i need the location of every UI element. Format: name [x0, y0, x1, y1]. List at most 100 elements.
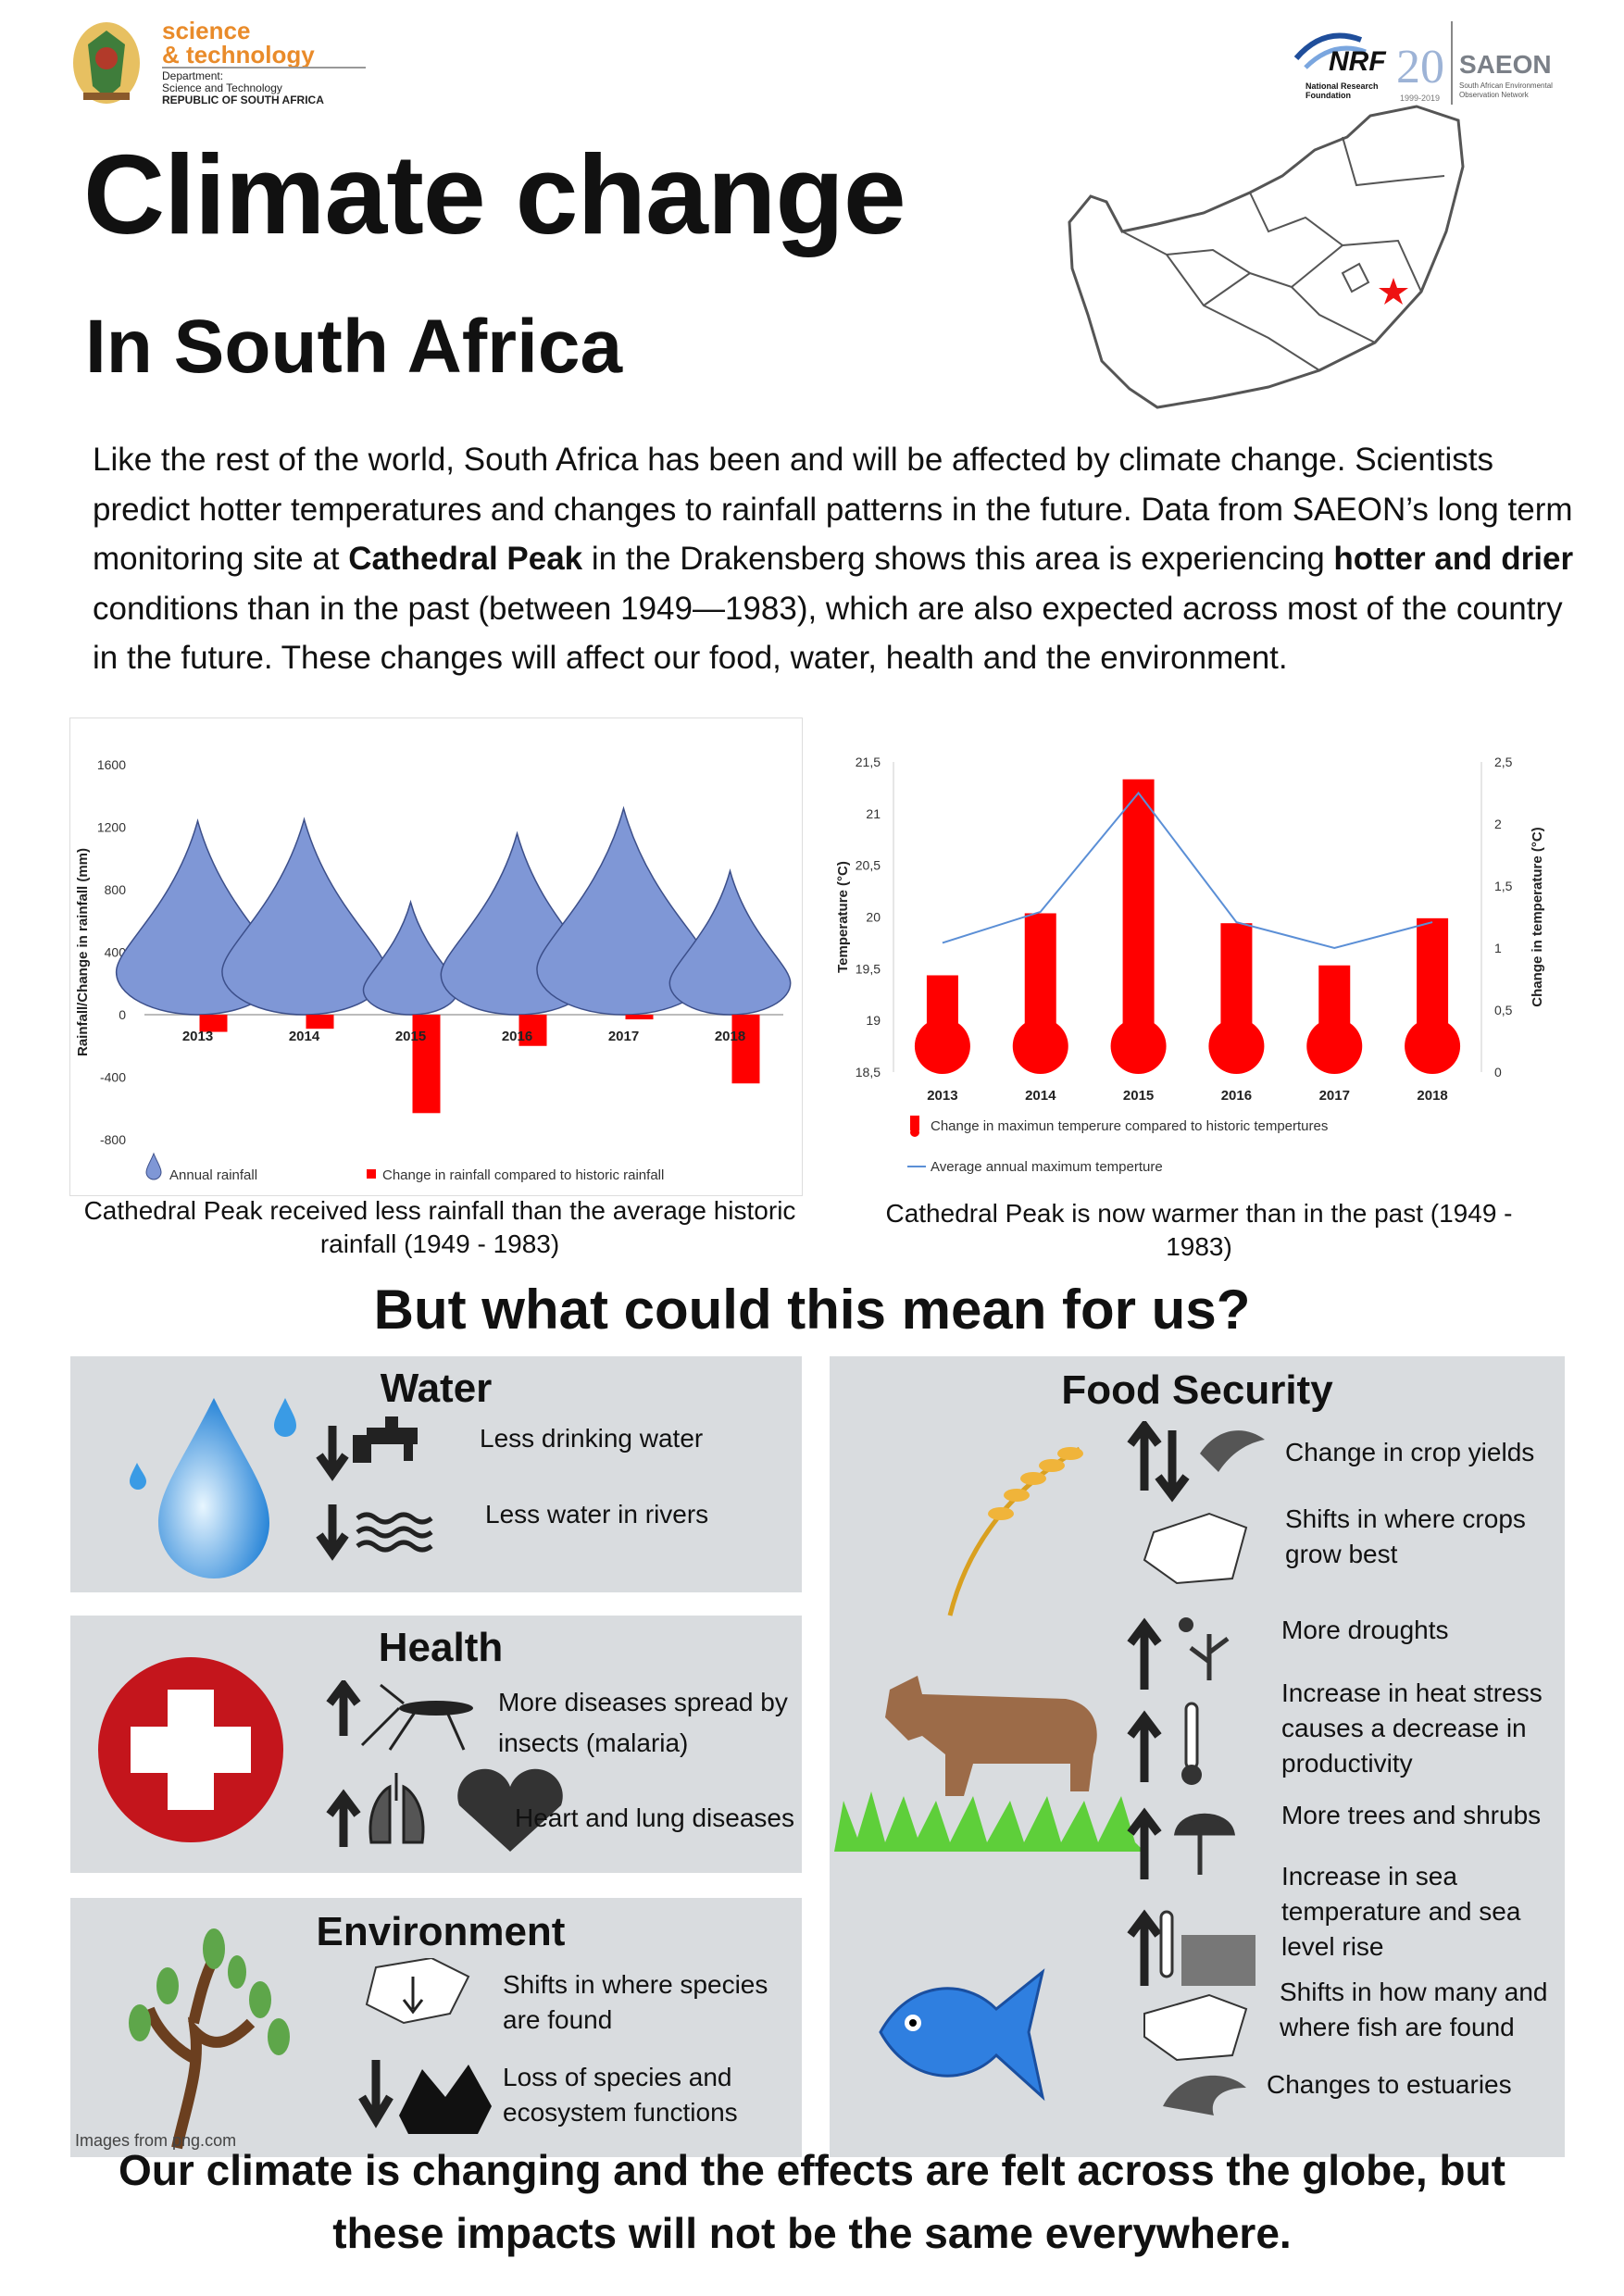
y-tick-label: 19,5: [856, 961, 881, 976]
wave-icon: [1163, 2075, 1246, 2115]
dst-dept3: REPUBLIC OF SOUTH AFRICA: [162, 94, 324, 106]
mosquito-icon: [360, 1683, 473, 1751]
intro-bold-2: hotter and drier: [1333, 541, 1574, 577]
intro-text-2: in the Drakensberg shows this area is ex…: [582, 541, 1334, 577]
environment-item-2: Loss of species and ecosystem functions: [503, 2063, 738, 2127]
rainfall-drop-bar: [221, 817, 387, 1016]
thermometer-bulb: [1405, 1018, 1461, 1074]
food-item-1: Change in crop yields: [1285, 1438, 1535, 1466]
food-item-8: Changes to estuaries: [1267, 2070, 1512, 2099]
thermometer-icon: [1184, 1702, 1199, 1770]
x-tick-label: 2014: [289, 1029, 320, 1044]
y-tick-label: 21: [866, 806, 881, 821]
coat-of-arms-icon: [73, 22, 140, 104]
y2-tick-label: 0,5: [1494, 1003, 1513, 1017]
food-item-3: More droughts: [1281, 1616, 1449, 1644]
divider: [162, 67, 366, 69]
nrf-range: 1999-2019: [1400, 94, 1441, 103]
y-tick-label: 400: [105, 945, 127, 960]
health-item-1: More diseases spread by insects (malaria…: [498, 1688, 788, 1757]
lungs-icon: [369, 1773, 425, 1844]
up-arrow-icon: [326, 1789, 361, 1847]
food-item-2: Shifts in where crops grow best: [1285, 1504, 1526, 1568]
saeon-sub: South African Environmental Observation …: [1459, 81, 1553, 99]
map-outline: [1068, 105, 1465, 409]
mini-map-icon: [365, 1958, 470, 2025]
up-arrow-icon: [1127, 1710, 1162, 1782]
y2-tick-label: 1: [1494, 941, 1502, 955]
heart-icon: [457, 1768, 563, 1852]
water-item-2: Less water in rivers: [485, 1500, 709, 1529]
crop-icon: [1200, 1430, 1265, 1472]
intro-bold-1: Cathedral Peak: [348, 541, 583, 577]
y-axis-label: Rainfall/Change in rainfall (mm): [75, 848, 91, 1056]
food-item-5: More trees and shrubs: [1281, 1801, 1542, 1829]
y-tick-label: 1600: [97, 757, 126, 772]
up-arrow-icon: [1127, 1617, 1162, 1690]
nrf-sub: National Research Foundation: [1305, 81, 1379, 100]
dead-tree-icon: [1189, 1634, 1230, 1680]
section-heading: But what could this mean for us?: [373, 1279, 1251, 1341]
environment-panel: Environment Shifts in where species are …: [70, 1898, 802, 2157]
sea-level-icon: [1181, 1935, 1255, 1986]
y-tick-label: 20,5: [856, 858, 881, 873]
thermometer-bulb: [1110, 1018, 1167, 1074]
cathedral-peak-star-icon: [1379, 278, 1408, 305]
fish-icon: [879, 1968, 1045, 2102]
legend-label: Annual rainfall: [169, 1167, 257, 1183]
province-borders: [1121, 136, 1445, 371]
y-tick-label: 0: [119, 1007, 126, 1022]
y2-tick-label: 1,5: [1494, 879, 1513, 893]
intro-text-1: Like the rest of the world, South Africa…: [93, 442, 1573, 577]
nrf-name: NRF: [1329, 46, 1386, 77]
x-tick-label: 2016: [1221, 1088, 1252, 1104]
temperature-change-bar: [1122, 779, 1155, 1046]
y-tick-label: 19: [866, 1013, 881, 1028]
x-tick-label: 2018: [715, 1029, 745, 1044]
river-waves-icon: [356, 1512, 433, 1553]
x-tick-label: 2016: [502, 1029, 532, 1044]
mini-map-icon: [1143, 1993, 1248, 2062]
up-arrow-icon: [1127, 1909, 1162, 1986]
rainfall-chart: 1600 1200 800 400 0 -400 -800 Rainfall/Change i…: [75, 757, 792, 1183]
food-security-panel: Food Security Change in crop yields Shif…: [830, 1356, 1565, 2157]
down-arrow-icon: [358, 2060, 394, 2128]
intro-text-3: conditions than in the past (between 194…: [93, 590, 1563, 677]
rainfall-caption: Cathedral Peak received less rainfall th…: [83, 1196, 796, 1258]
water-drop-icon: [130, 1398, 296, 1578]
legend-label: Average annual maximum temperture: [931, 1159, 1163, 1175]
y-tick-label: 18,5: [856, 1065, 881, 1079]
rainfall-drop-bar: [668, 867, 792, 1016]
rainfall-change-bar: [625, 1015, 654, 1020]
y2-axis-label: Change in temperature (°C): [1530, 827, 1545, 1006]
food-icons-column: [1127, 1421, 1265, 2115]
intro-paragraph: Like the rest of the world, South Africa…: [93, 435, 1574, 683]
nrf-saeon-logo: NRF National Research Foundation 20 1999…: [1287, 17, 1583, 109]
health-title: Health: [378, 1625, 504, 1670]
environment-icons: [358, 1958, 492, 2134]
thermometer-bulb: [1012, 1018, 1068, 1074]
up-arrow-icon: [1127, 1807, 1162, 1879]
x-tick-label: 2017: [1319, 1088, 1350, 1104]
rainfall-change-bar: [731, 1015, 760, 1084]
environment-title: Environment: [316, 1909, 566, 1954]
dst-dept2: Science and Technology: [162, 81, 282, 94]
up-arrow-icon: [326, 1680, 361, 1736]
footer-text: Our climate is changing and the effects …: [119, 2146, 1505, 2257]
page-subtitle: In South Africa: [85, 305, 623, 389]
dst-line2: & technology: [162, 41, 315, 69]
legend-thermometer-bulb: [910, 1128, 919, 1137]
y2-tick-label: 2: [1494, 817, 1502, 831]
y-tick-label: 21,5: [856, 755, 881, 769]
temperature-caption: Cathedral Peak is now warmer than in the…: [885, 1199, 1513, 1261]
red-cross-icon: [98, 1657, 283, 1842]
legend-label: Change in rainfall compared to historic …: [382, 1167, 664, 1183]
dst-dept1: Department:: [162, 69, 224, 82]
water-panel: Water Less drinking water Less water in …: [70, 1356, 802, 1592]
y-tick-label: -800: [100, 1132, 126, 1147]
dst-logo: science & technology Department: Science…: [65, 17, 370, 109]
rainfall-change-bar: [306, 1015, 334, 1029]
footer-statement: Our climate is changing and the effects …: [0, 2139, 1624, 2265]
environment-item-1: Shifts in where species are found: [503, 1970, 768, 2034]
animals-silhouette-icon: [399, 2065, 492, 2134]
